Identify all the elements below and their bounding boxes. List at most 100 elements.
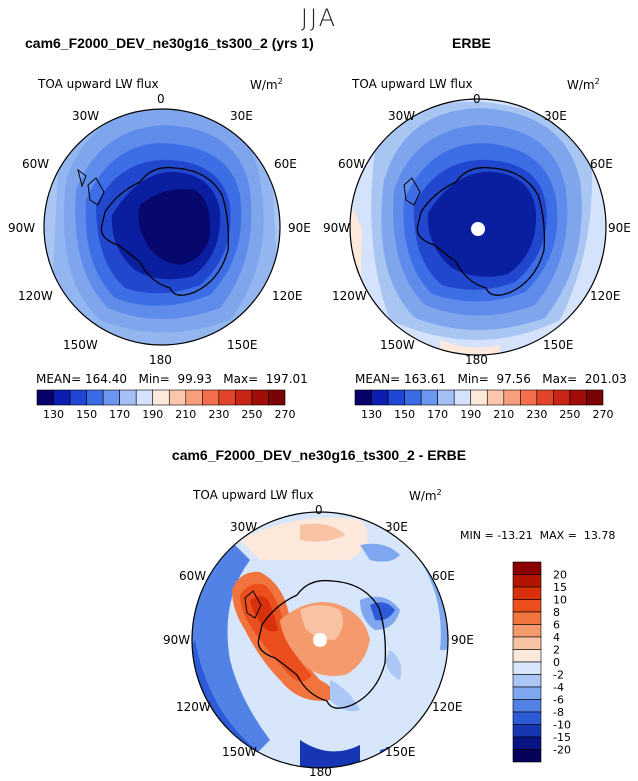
model-colorbar: 130 150 170 190 210 230 250 270 bbox=[36, 389, 296, 421]
map1-lon-60e: 60E bbox=[274, 157, 297, 171]
erbe-colorbar-swatch-9 bbox=[503, 389, 521, 406]
map1-lon-150w: 150W bbox=[63, 338, 98, 352]
erbe-colorbar-tick-label-7: 270 bbox=[593, 408, 614, 421]
erbe-colorbar-tick-label-2: 170 bbox=[427, 408, 448, 421]
model-colorbar-swatch-11 bbox=[218, 389, 236, 406]
erbe-colorbar-swatch-0 bbox=[354, 389, 372, 406]
model-colorbar-swatch-9 bbox=[185, 389, 203, 406]
map1-lon-120w: 120W bbox=[18, 289, 53, 303]
model-colorbar-swatch-12 bbox=[235, 389, 253, 406]
difference-colorbar-tick-label-13: -15 bbox=[553, 731, 571, 744]
difference-colorbar-swatch-6 bbox=[512, 636, 542, 650]
model-colorbar-swatch-8 bbox=[168, 389, 187, 406]
map3-lon-90e: 90E bbox=[451, 633, 474, 647]
panel1-stats: MEAN= 164.40 Min= 99.93 Max= 197.01 bbox=[36, 372, 308, 386]
erbe-colorbar-swatch-5 bbox=[437, 389, 455, 406]
difference-colorbar-swatch-10 bbox=[512, 686, 542, 700]
panel1-units: W/m2 bbox=[250, 77, 283, 92]
map3-lon-30e: 30E bbox=[385, 520, 408, 534]
model-colorbar-swatch-5 bbox=[119, 389, 137, 406]
map2-lon-180: 180 bbox=[465, 353, 488, 367]
model-colorbar-swatch-14 bbox=[268, 389, 286, 406]
difference-colorbar-swatch-9 bbox=[512, 674, 542, 688]
erbe-colorbar-tick-label-6: 250 bbox=[559, 408, 580, 421]
map3-lon-90w: 90W bbox=[163, 633, 191, 647]
erbe-colorbar-swatch-3 bbox=[404, 389, 422, 406]
model-colorbar-tick-label-2: 170 bbox=[109, 408, 130, 421]
model-colorbar-swatch-7 bbox=[152, 389, 170, 406]
model-colorbar-tick-label-3: 190 bbox=[142, 408, 163, 421]
difference-colorbar-tick-label-14: -20 bbox=[553, 744, 571, 757]
erbe-map bbox=[350, 99, 606, 355]
model-colorbar-swatch-13 bbox=[251, 389, 269, 406]
model-colorbar-swatch-1 bbox=[53, 389, 71, 406]
difference-colorbar-tick-label-11: -8 bbox=[553, 706, 564, 719]
erbe-colorbar-swatch-4 bbox=[420, 389, 438, 406]
difference-colorbar-swatch-12 bbox=[512, 711, 542, 725]
diff-title: cam6_F2000_DEV_ne30g16_ts300_2 - ERBE bbox=[171, 447, 467, 463]
model-colorbar-tick-label-4: 210 bbox=[175, 408, 196, 421]
difference-colorbar-swatch-13 bbox=[512, 724, 542, 738]
panel2-stats: MEAN= 163.61 Min= 97.56 Max= 201.03 bbox=[355, 372, 627, 386]
difference-colorbar-tick-label-1: 15 bbox=[553, 581, 567, 594]
map2-lon-90e: 90E bbox=[608, 221, 631, 235]
difference-colorbar-swatch-1 bbox=[512, 574, 542, 588]
season-title: JJA bbox=[300, 4, 338, 32]
map2-lon-0: 0 bbox=[473, 92, 481, 106]
map2-lon-150w: 150W bbox=[380, 338, 415, 352]
difference-colorbar-tick-label-12: -10 bbox=[553, 719, 571, 732]
model-colorbar-tick-label-6: 250 bbox=[241, 408, 262, 421]
difference-colorbar-tick-label-10: -6 bbox=[553, 694, 564, 707]
difference-colorbar-swatch-2 bbox=[512, 586, 542, 600]
panel2-units: W/m2 bbox=[567, 77, 600, 92]
model-colorbar-tick-label-7: 270 bbox=[275, 408, 296, 421]
diff-minmax: MIN = -13.21 MAX = 13.78 bbox=[460, 529, 616, 542]
difference-colorbar-tick-label-6: 2 bbox=[553, 644, 560, 657]
map1-lon-180: 180 bbox=[149, 353, 172, 367]
model-colorbar-tick-label-5: 230 bbox=[208, 408, 229, 421]
map2-lon-120w: 120W bbox=[332, 289, 367, 303]
map1-lon-0: 0 bbox=[157, 92, 165, 106]
erbe-colorbar-swatch-14 bbox=[586, 389, 604, 406]
difference-colorbar-tick-label-9: -4 bbox=[553, 681, 564, 694]
erbe-colorbar-swatch-10 bbox=[520, 389, 538, 406]
difference-colorbar-swatch-4 bbox=[512, 611, 542, 625]
panel1-title: cam6_F2000_DEV_ne30g16_ts300_2 (yrs 1) bbox=[25, 35, 314, 51]
model-colorbar-swatch-6 bbox=[135, 389, 154, 406]
map1-lon-90e: 90E bbox=[288, 221, 311, 235]
model-colorbar-swatch-2 bbox=[69, 389, 87, 406]
map1-lon-120e: 120E bbox=[272, 289, 303, 303]
difference-colorbar-swatch-0 bbox=[512, 561, 542, 575]
difference-colorbar-swatch-14 bbox=[512, 736, 542, 750]
erbe-colorbar-swatch-8 bbox=[486, 389, 505, 406]
map2-lon-30w: 30W bbox=[388, 109, 416, 123]
erbe-colorbar-tick-label-1: 150 bbox=[394, 408, 415, 421]
difference-colorbar-tick-label-3: 8 bbox=[553, 606, 560, 619]
difference-colorbar-swatch-3 bbox=[512, 599, 542, 613]
erbe-colorbar-swatch-1 bbox=[371, 389, 389, 406]
difference-colorbar-swatch-7 bbox=[512, 649, 542, 663]
map3-lon-180: 180 bbox=[309, 765, 332, 779]
difference-colorbar-swatch-15 bbox=[512, 749, 542, 763]
map1-lon-60w: 60W bbox=[22, 157, 50, 171]
map2-lon-90w: 90W bbox=[323, 221, 351, 235]
erbe-colorbar-swatch-11 bbox=[536, 389, 554, 406]
map2-lon-30e: 30E bbox=[544, 109, 567, 123]
panel1-variable: TOA upward LW flux bbox=[38, 77, 159, 91]
difference-colorbar-swatch-11 bbox=[512, 699, 542, 713]
map3-lon-150e: 150E bbox=[385, 745, 416, 759]
difference-colorbar-swatch-8 bbox=[512, 661, 542, 675]
diff-variable: TOA upward LW flux bbox=[193, 488, 314, 502]
map1-lon-150e: 150E bbox=[227, 338, 258, 352]
erbe-colorbar-swatch-12 bbox=[553, 389, 571, 406]
diff-units: W/m2 bbox=[409, 488, 442, 503]
difference-colorbar-tick-label-0: 20 bbox=[553, 569, 567, 582]
model-colorbar-swatch-0 bbox=[36, 389, 54, 406]
model-colorbar-tick-label-0: 130 bbox=[43, 408, 64, 421]
difference-colorbar-tick-label-4: 6 bbox=[553, 619, 560, 632]
map2-lon-60w: 60W bbox=[338, 157, 366, 171]
difference-colorbar-tick-label-7: 0 bbox=[553, 656, 560, 669]
map3-lon-120w: 120W bbox=[176, 700, 211, 714]
